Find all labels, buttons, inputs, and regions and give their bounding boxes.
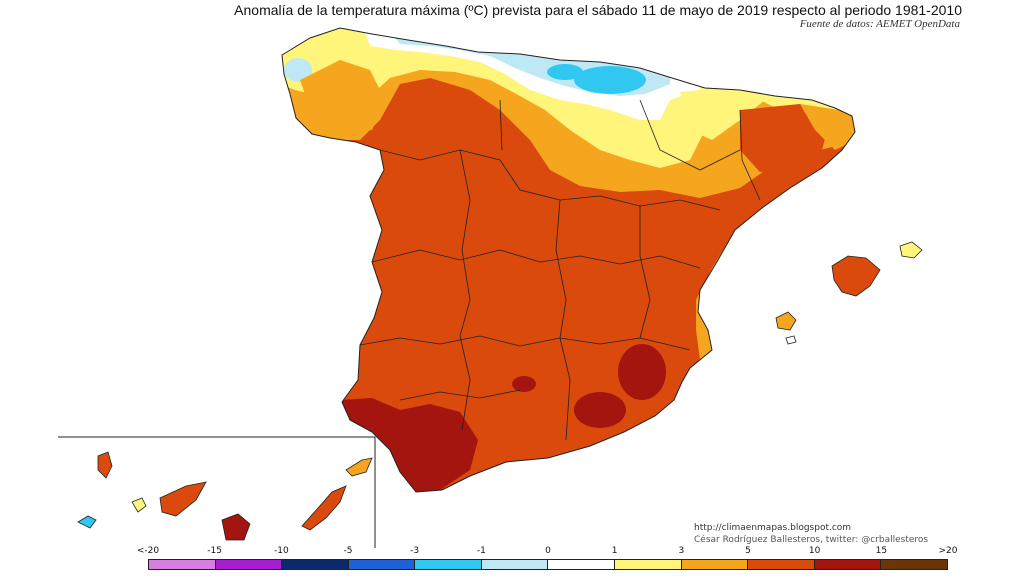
legend-tick-label: 1	[611, 546, 618, 556]
legend-swatch	[615, 560, 682, 569]
legend-ticks: <-20 -15 -10 -5 -3 -1 0 1 3 5 10 15 >20	[0, 546, 1024, 558]
catalonia-warm	[740, 104, 830, 172]
tenerife	[159, 481, 207, 517]
legend-tick-label: -3	[410, 546, 420, 556]
legend-tick-label: -5	[343, 546, 353, 556]
credits-url[interactable]: http://climaenmapas.blogspot.com	[694, 523, 852, 533]
map-title: Anomalía de la temperatura máxima (ºC) p…	[234, 2, 962, 18]
legend-swatch	[149, 560, 216, 569]
catalonia-coast-warm	[800, 104, 855, 150]
region-borders	[359, 99, 761, 441]
legend-tick-label: <-20	[136, 546, 160, 556]
andalusia-extreme-patch	[340, 398, 478, 492]
legend-swatch	[282, 560, 349, 569]
legend-tick-label: 10	[808, 546, 821, 556]
peninsula	[281, 27, 856, 493]
galicia-cool-patch	[284, 58, 312, 82]
legend-tick-label: 15	[875, 546, 888, 556]
la-palma	[97, 451, 113, 479]
credits-author: César Rodríguez Ballesteros, twitter: @c…	[694, 535, 929, 545]
fuerteventura	[301, 485, 347, 531]
legend-tick-label: -1	[476, 546, 486, 556]
cordoba-extreme-patch	[512, 376, 536, 392]
cantabria-cold-patch	[574, 66, 646, 94]
legend-swatch	[415, 560, 482, 569]
inset-frame	[58, 436, 376, 548]
galicia-warm-interior	[300, 60, 385, 132]
formentera	[785, 335, 797, 345]
legend-swatch	[348, 560, 416, 569]
canary-islands-inset	[58, 436, 376, 548]
lanzarote	[345, 457, 373, 477]
legend-swatch	[748, 560, 815, 569]
legend-swatch	[215, 560, 283, 569]
legend-tick-label: -10	[273, 546, 289, 556]
mallorca	[831, 255, 881, 297]
pyrenees-mild-band	[680, 86, 770, 140]
legend-tick-label: 5	[745, 546, 751, 556]
la-gomera	[131, 497, 147, 513]
credits: http://climaenmapas.blogspot.com César R…	[694, 522, 928, 546]
murcia-extreme-patch	[618, 344, 666, 400]
legend-swatch	[814, 560, 882, 569]
data-source: Fuente de datos: AEMET OpenData	[799, 18, 960, 30]
ibiza	[775, 311, 797, 331]
legend-swatch	[681, 560, 749, 569]
legend-tick-label: -15	[207, 546, 223, 556]
legend-swatch	[548, 560, 616, 569]
legend-swatch	[481, 560, 549, 569]
menorca	[899, 241, 923, 259]
legend-tick-label: >20	[938, 546, 958, 556]
legend-swatch	[881, 560, 947, 569]
gran-canaria	[221, 513, 251, 541]
legend-tick-label: 3	[678, 546, 685, 556]
asturias-cold-patch	[547, 64, 583, 80]
legend-tick-label: 0	[545, 546, 551, 556]
jaen-extreme-patch	[574, 392, 626, 428]
peninsula-outline	[281, 27, 856, 493]
balearic-islands	[775, 241, 923, 345]
el-hierro	[77, 515, 97, 529]
legend-colorbar	[148, 559, 948, 570]
